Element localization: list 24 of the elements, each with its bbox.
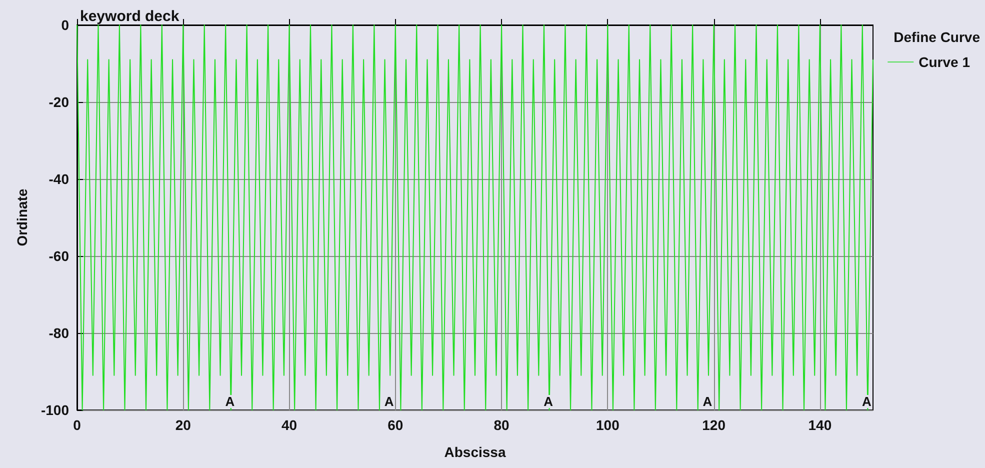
y-tick-label: -40: [48, 171, 70, 187]
legend-title: Define Curve: [894, 29, 980, 45]
annotation: A: [384, 394, 394, 409]
x-axis-title: Abscissa: [444, 444, 506, 460]
x-tick-label: 0: [73, 417, 82, 433]
chart-title: keyword deck: [80, 8, 180, 25]
x-tick-label: 40: [281, 417, 298, 433]
x-tick-label: 60: [388, 417, 404, 433]
annotation: A: [862, 394, 872, 409]
x-tick-label: 20: [175, 417, 192, 433]
x-tick-label: 80: [494, 417, 510, 433]
y-tick-label: -80: [48, 325, 70, 341]
legend-label: Curve 1: [918, 54, 970, 70]
x-tick-label: 120: [702, 417, 726, 433]
annotation: A: [225, 394, 236, 409]
x-tick-label: 140: [808, 417, 832, 433]
y-tick-label: 0: [61, 17, 70, 33]
y-tick-label: -20: [48, 94, 70, 110]
y-tick-label: -60: [48, 248, 70, 264]
annotation: A: [544, 394, 554, 409]
y-tick-label: -100: [40, 402, 70, 418]
x-tick-label: 100: [596, 417, 620, 433]
annotation: A: [702, 394, 713, 409]
y-axis-title: Ordinate: [14, 188, 30, 246]
